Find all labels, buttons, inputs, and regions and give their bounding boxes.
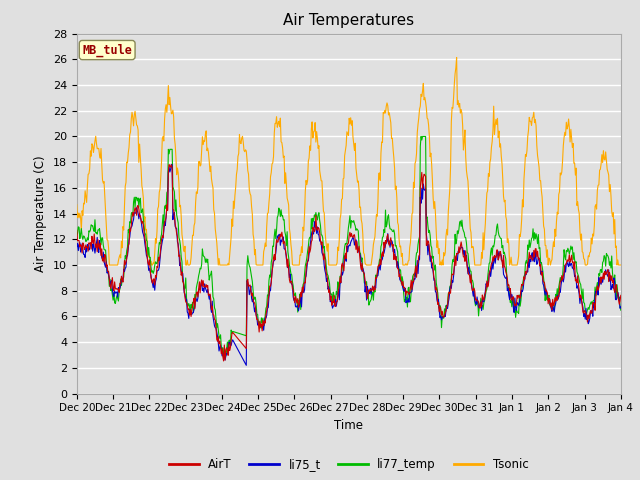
Title: Air Temperatures: Air Temperatures: [284, 13, 414, 28]
Legend: AirT, li75_t, li77_temp, Tsonic: AirT, li75_t, li77_temp, Tsonic: [164, 454, 533, 476]
Y-axis label: Air Temperature (C): Air Temperature (C): [35, 156, 47, 272]
X-axis label: Time: Time: [334, 419, 364, 432]
Text: MB_tule: MB_tule: [82, 43, 132, 57]
